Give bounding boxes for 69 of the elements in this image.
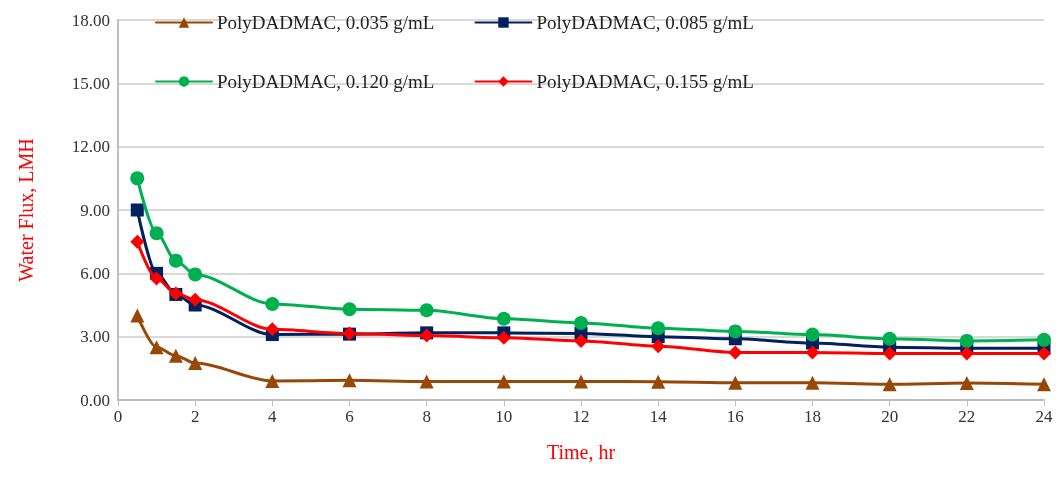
x-tick-label: 20 (881, 407, 899, 426)
point (265, 374, 280, 388)
point (805, 375, 820, 390)
x-tick-label: 22 (958, 407, 976, 426)
point (728, 375, 743, 390)
x-tick-label: 14 (649, 407, 668, 426)
point (496, 374, 511, 389)
y-axis-title: Water Flux, LMH (15, 138, 37, 282)
x-tick-label: 16 (726, 407, 744, 426)
y-tick-label: 0.00 (80, 390, 110, 410)
point (574, 333, 588, 348)
point (496, 330, 511, 345)
point (882, 331, 897, 346)
x-axis-title: Time, hr (546, 441, 616, 463)
point (130, 171, 145, 186)
x-tick-label: 8 (422, 407, 431, 426)
x-tick-label: 2 (190, 407, 200, 426)
point (130, 234, 145, 249)
y-tick-label: 15.00 (71, 73, 110, 93)
point (149, 271, 164, 286)
point (1037, 332, 1051, 347)
point (130, 308, 145, 323)
y-tick-label: 9.00 (80, 200, 110, 220)
point (168, 253, 183, 268)
y-tick-label: 6.00 (80, 263, 110, 283)
point (651, 321, 666, 336)
legend-label: PolyDADMAC, 0.155 g/mL (536, 71, 754, 92)
legend-label: PolyDADMAC, 0.035 g/mL (217, 12, 435, 33)
point (188, 267, 203, 282)
x-tick-label: 0 (113, 407, 123, 426)
x-tick-label: 10 (495, 407, 513, 426)
point (805, 345, 820, 360)
point (651, 339, 666, 354)
point (265, 322, 280, 337)
x-tick-label: 24 (1035, 407, 1053, 426)
point (959, 376, 974, 391)
point (651, 374, 666, 389)
point (959, 346, 974, 361)
y-tick-label: 3.00 (80, 327, 110, 347)
point (574, 374, 588, 389)
point (728, 324, 743, 339)
point (188, 356, 203, 371)
point (1037, 346, 1051, 361)
point (342, 373, 357, 388)
point (496, 311, 511, 326)
point (419, 374, 434, 389)
point (265, 296, 280, 311)
point (188, 292, 203, 307)
point (882, 377, 897, 392)
x-tick-label: 6 (345, 407, 354, 426)
y-tick-label: 18.00 (71, 10, 110, 30)
point (149, 226, 164, 241)
point (805, 327, 820, 342)
point (728, 345, 743, 360)
x-tick-label: 12 (572, 407, 590, 426)
point (419, 303, 434, 318)
legend-label: PolyDADMAC, 0.120 g/mL (217, 71, 435, 92)
x-tick-label: 4 (268, 407, 278, 426)
point (574, 315, 588, 330)
point (342, 302, 357, 317)
point (959, 333, 974, 348)
point (1037, 377, 1051, 392)
legend-label: PolyDADMAC, 0.085 g/mL (536, 12, 754, 33)
point (130, 203, 144, 217)
x-tick-label: 18 (804, 407, 821, 426)
point (149, 340, 164, 355)
point (168, 348, 183, 363)
point (882, 346, 897, 361)
y-tick-label: 12.00 (71, 137, 110, 157)
